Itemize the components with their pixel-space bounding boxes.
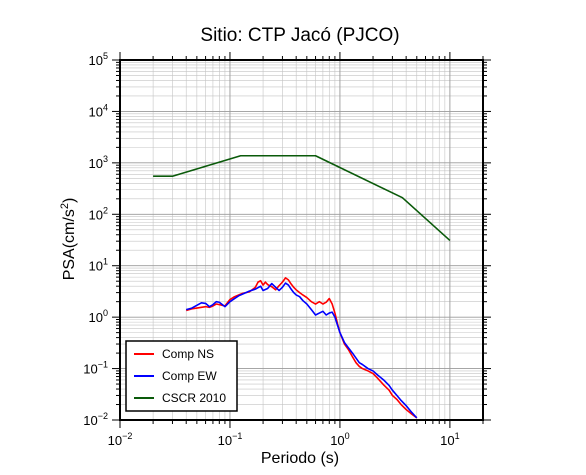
x-tick-label: 10−1 — [218, 431, 243, 448]
y-tick-label: 102 — [89, 205, 108, 222]
x-tick-label: 10−2 — [108, 431, 133, 448]
tick-label-exponent: 1 — [455, 431, 460, 441]
tick-label-exponent: 0 — [345, 431, 350, 441]
plot-frame — [119, 59, 484, 421]
tick-label-exponent: 4 — [103, 102, 108, 112]
legend-item-comp-ns: Comp NS — [134, 347, 214, 361]
tick-label-base: 10 — [89, 53, 103, 68]
tick-label-base: 10 — [89, 104, 103, 119]
legend-label-comp-ew: Comp EW — [162, 369, 217, 383]
tick-label-base: 10 — [89, 310, 103, 325]
chart-title: Sitio: CTP Jacó (PJCO) — [200, 25, 399, 46]
y-tick-label: 103 — [89, 154, 108, 171]
y-axis-label-close: ) — [61, 198, 78, 203]
tick-label-base: 10 — [89, 156, 103, 171]
tick-label-exponent: 3 — [103, 154, 108, 164]
y-axis-label: PSA(cm/s2) — [59, 198, 78, 281]
plot-lines — [153, 154, 451, 419]
tick-label-exponent: 1 — [103, 257, 108, 267]
tick-label-exponent: 0 — [103, 308, 108, 318]
tick-label-base: 10 — [89, 259, 103, 274]
tick-label-exponent: −1 — [232, 431, 242, 441]
series-line-comp-ns — [185, 277, 418, 419]
legend-item-cscr-2010: CSCR 2010 — [134, 391, 226, 405]
tick-label-base: 10 — [218, 433, 232, 448]
x-tick-label: 100 — [330, 431, 349, 448]
y-tick-label: 10−2 — [83, 411, 108, 428]
y-tick-label: 101 — [89, 257, 108, 274]
legend-item-comp-ew: Comp EW — [134, 369, 217, 383]
tick-label-exponent: 2 — [103, 205, 108, 215]
tick-label-exponent: −2 — [122, 431, 132, 441]
y-tick-label: 100 — [89, 308, 108, 325]
x-axis-label: Periodo (s) — [261, 450, 339, 467]
tick-label-base: 10 — [83, 362, 97, 377]
series-line-comp-ew — [185, 282, 418, 419]
tick-label-exponent: −2 — [98, 411, 108, 421]
tick-label-base: 10 — [89, 207, 103, 222]
tick-label-base: 10 — [330, 433, 344, 448]
x-tick-label: 101 — [440, 431, 459, 448]
tick-label-base: 10 — [440, 433, 454, 448]
legend-label-comp-ns: Comp NS — [162, 347, 214, 361]
tick-label-base: 10 — [108, 433, 122, 448]
y-tick-label: 10−1 — [83, 360, 108, 377]
y-tick-label: 104 — [89, 102, 108, 119]
series-line-cscr-2010 — [153, 154, 451, 242]
legend: Comp NS Comp EW CSCR 2010 — [125, 340, 238, 412]
tick-label-exponent: −1 — [98, 360, 108, 370]
tick-label-exponent: 5 — [103, 51, 108, 61]
tick-label-base: 10 — [83, 413, 97, 428]
y-axis-label-superscript: 2 — [59, 203, 71, 209]
y-tick-label: 105 — [89, 51, 108, 68]
legend-label-cscr-2010: CSCR 2010 — [162, 391, 226, 405]
x-tick-labels: 10−2 10−1 100 101 — [108, 431, 460, 448]
grid-minor — [120, 60, 484, 420]
y-axis-label-base: PSA(cm/s — [61, 209, 78, 280]
